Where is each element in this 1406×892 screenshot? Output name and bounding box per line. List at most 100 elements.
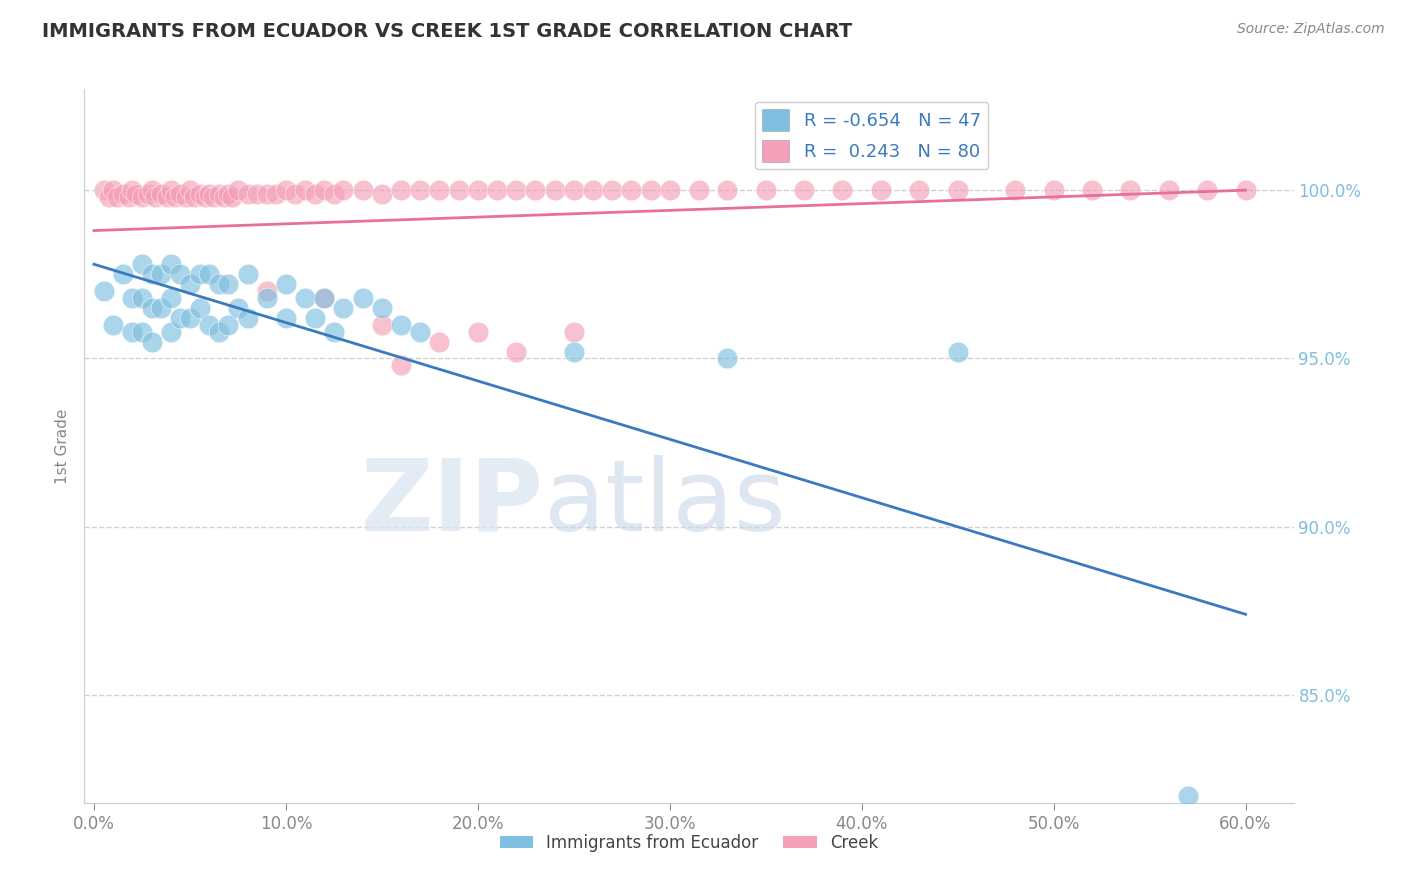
Point bbox=[169, 186, 191, 201]
Point bbox=[755, 183, 778, 197]
Point bbox=[256, 291, 278, 305]
Point bbox=[429, 183, 451, 197]
Point bbox=[111, 268, 134, 282]
Point bbox=[150, 301, 173, 315]
Point bbox=[198, 186, 221, 201]
Point bbox=[131, 190, 153, 204]
Point bbox=[188, 186, 211, 201]
Point bbox=[236, 268, 259, 282]
Point bbox=[221, 190, 243, 204]
Legend: Immigrants from Ecuador, Creek: Immigrants from Ecuador, Creek bbox=[494, 828, 884, 859]
Point bbox=[467, 325, 489, 339]
Point bbox=[226, 301, 249, 315]
Point bbox=[131, 257, 153, 271]
Point bbox=[246, 186, 269, 201]
Text: Source: ZipAtlas.com: Source: ZipAtlas.com bbox=[1237, 22, 1385, 37]
Point bbox=[150, 186, 173, 201]
Point bbox=[1119, 183, 1142, 197]
Point bbox=[562, 344, 585, 359]
Point bbox=[582, 183, 605, 197]
Point bbox=[217, 318, 239, 332]
Point bbox=[236, 186, 259, 201]
Point bbox=[447, 183, 470, 197]
Point bbox=[101, 318, 124, 332]
Point bbox=[131, 291, 153, 305]
Point bbox=[141, 301, 163, 315]
Point bbox=[314, 291, 336, 305]
Text: atlas: atlas bbox=[544, 455, 786, 551]
Point bbox=[111, 186, 134, 201]
Point bbox=[179, 183, 201, 197]
Point bbox=[562, 183, 585, 197]
Point bbox=[332, 301, 354, 315]
Point bbox=[1177, 789, 1199, 803]
Point bbox=[389, 318, 412, 332]
Point bbox=[169, 268, 191, 282]
Point bbox=[658, 183, 681, 197]
Point bbox=[150, 268, 173, 282]
Point bbox=[208, 277, 231, 292]
Point bbox=[716, 351, 738, 366]
Point bbox=[322, 325, 344, 339]
Point bbox=[105, 190, 128, 204]
Point bbox=[1234, 183, 1257, 197]
Point bbox=[179, 277, 201, 292]
Point bbox=[831, 183, 853, 197]
Point bbox=[183, 190, 205, 204]
Text: IMMIGRANTS FROM ECUADOR VS CREEK 1ST GRADE CORRELATION CHART: IMMIGRANTS FROM ECUADOR VS CREEK 1ST GRA… bbox=[42, 22, 852, 41]
Point bbox=[1157, 183, 1180, 197]
Point bbox=[1081, 183, 1104, 197]
Point bbox=[256, 284, 278, 298]
Point bbox=[1004, 183, 1026, 197]
Point bbox=[266, 186, 288, 201]
Point bbox=[485, 183, 508, 197]
Point bbox=[314, 291, 336, 305]
Point bbox=[217, 277, 239, 292]
Point bbox=[159, 183, 181, 197]
Point bbox=[208, 325, 231, 339]
Point bbox=[870, 183, 893, 197]
Point bbox=[562, 325, 585, 339]
Point bbox=[1042, 183, 1064, 197]
Point bbox=[198, 318, 221, 332]
Point bbox=[429, 334, 451, 349]
Point bbox=[1197, 183, 1219, 197]
Point bbox=[322, 186, 344, 201]
Point bbox=[198, 268, 221, 282]
Point bbox=[505, 344, 527, 359]
Point bbox=[304, 186, 326, 201]
Point bbox=[946, 183, 969, 197]
Point bbox=[332, 183, 354, 197]
Point bbox=[101, 183, 124, 197]
Point bbox=[174, 190, 197, 204]
Point bbox=[505, 183, 527, 197]
Point bbox=[159, 325, 181, 339]
Point bbox=[688, 183, 710, 197]
Point bbox=[409, 325, 432, 339]
Point bbox=[121, 291, 143, 305]
Point bbox=[640, 183, 662, 197]
Point bbox=[141, 268, 163, 282]
Point bbox=[543, 183, 565, 197]
Point bbox=[314, 183, 336, 197]
Point bbox=[179, 311, 201, 326]
Point bbox=[294, 291, 316, 305]
Point bbox=[131, 325, 153, 339]
Text: ZIP: ZIP bbox=[361, 455, 544, 551]
Point bbox=[600, 183, 623, 197]
Point bbox=[274, 311, 297, 326]
Point bbox=[93, 183, 115, 197]
Point bbox=[188, 268, 211, 282]
Point bbox=[908, 183, 931, 197]
Point bbox=[188, 301, 211, 315]
Point bbox=[274, 183, 297, 197]
Point bbox=[208, 186, 231, 201]
Point bbox=[121, 183, 143, 197]
Point bbox=[201, 190, 224, 204]
Point bbox=[284, 186, 307, 201]
Point bbox=[793, 183, 815, 197]
Point bbox=[371, 318, 394, 332]
Point bbox=[716, 183, 738, 197]
Point bbox=[121, 325, 143, 339]
Point bbox=[256, 186, 278, 201]
